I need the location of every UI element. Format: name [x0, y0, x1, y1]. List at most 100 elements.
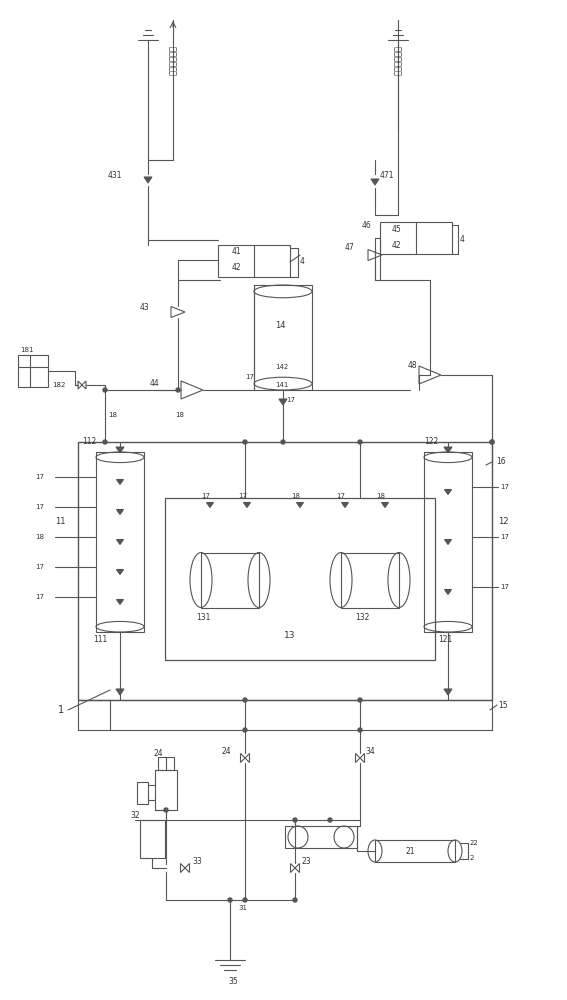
Text: 471: 471 — [380, 170, 395, 180]
Bar — [96, 452, 144, 632]
Circle shape — [490, 440, 494, 444]
Polygon shape — [206, 502, 214, 508]
Circle shape — [243, 898, 247, 902]
Text: 18: 18 — [376, 493, 386, 499]
Text: 43: 43 — [140, 302, 150, 312]
Text: 32: 32 — [130, 810, 139, 820]
Circle shape — [243, 698, 247, 702]
Circle shape — [103, 388, 107, 392]
Text: 21: 21 — [405, 846, 414, 856]
Polygon shape — [116, 570, 124, 574]
Text: 1: 1 — [58, 705, 64, 715]
Text: 47: 47 — [345, 243, 355, 252]
Bar — [380, 222, 452, 254]
Circle shape — [328, 818, 332, 822]
Text: 第一模拟气井: 第一模拟气井 — [168, 45, 177, 75]
Text: 17: 17 — [201, 493, 210, 499]
Text: 17: 17 — [336, 493, 345, 499]
Polygon shape — [116, 689, 124, 695]
Polygon shape — [279, 399, 287, 405]
Bar — [158, 757, 174, 770]
Text: 23: 23 — [302, 857, 312, 866]
Text: 121: 121 — [438, 636, 452, 645]
Text: 181: 181 — [20, 347, 33, 353]
Circle shape — [243, 728, 247, 732]
Polygon shape — [382, 502, 388, 508]
Text: 111: 111 — [93, 636, 107, 645]
Polygon shape — [116, 510, 124, 514]
Bar — [218, 245, 290, 277]
Text: 4: 4 — [460, 235, 465, 244]
Text: 14: 14 — [275, 320, 286, 330]
Text: 17: 17 — [286, 397, 295, 403]
Bar — [137, 782, 148, 804]
Polygon shape — [445, 589, 451, 594]
Circle shape — [103, 440, 107, 444]
Text: 16: 16 — [496, 458, 506, 466]
Text: 17: 17 — [35, 564, 44, 570]
Bar — [375, 840, 455, 862]
Text: 42: 42 — [391, 241, 401, 250]
Polygon shape — [144, 177, 152, 183]
Text: 131: 131 — [196, 613, 210, 622]
Text: 15: 15 — [498, 700, 507, 710]
Polygon shape — [341, 502, 349, 508]
Polygon shape — [243, 502, 251, 508]
Bar — [140, 820, 165, 858]
Polygon shape — [444, 447, 452, 453]
Text: 17: 17 — [35, 594, 44, 600]
Polygon shape — [445, 489, 451, 494]
Circle shape — [281, 440, 285, 444]
Bar — [155, 770, 177, 810]
Text: 24: 24 — [153, 748, 163, 758]
Bar — [424, 452, 472, 632]
Text: 142: 142 — [275, 364, 288, 370]
Bar — [201, 552, 259, 607]
Bar — [254, 285, 312, 390]
Polygon shape — [371, 179, 379, 185]
Circle shape — [228, 898, 232, 902]
Bar — [165, 498, 435, 660]
Text: 141: 141 — [275, 382, 289, 388]
Polygon shape — [116, 480, 124, 485]
Bar — [285, 826, 357, 848]
Text: 22: 22 — [470, 840, 479, 846]
Text: 31: 31 — [238, 905, 247, 911]
Text: 112: 112 — [82, 438, 96, 446]
Polygon shape — [116, 540, 124, 544]
Circle shape — [293, 898, 297, 902]
Text: 17: 17 — [245, 374, 254, 380]
Circle shape — [293, 818, 297, 822]
Circle shape — [358, 728, 362, 732]
Text: 4: 4 — [300, 257, 305, 266]
Bar — [18, 355, 48, 387]
Bar — [78, 442, 492, 700]
Text: 18: 18 — [35, 534, 44, 540]
Text: 24: 24 — [222, 748, 232, 756]
Text: 13: 13 — [284, 631, 296, 640]
Text: 132: 132 — [355, 613, 369, 622]
Polygon shape — [297, 502, 303, 508]
Circle shape — [490, 440, 494, 444]
Text: 2: 2 — [470, 855, 475, 861]
Circle shape — [176, 388, 180, 392]
Circle shape — [358, 440, 362, 444]
Text: 17: 17 — [239, 493, 248, 499]
Text: 44: 44 — [150, 378, 160, 387]
Polygon shape — [444, 689, 452, 695]
Polygon shape — [116, 447, 124, 453]
Text: 17: 17 — [500, 534, 509, 540]
Text: 48: 48 — [408, 360, 418, 369]
Text: 42: 42 — [231, 263, 241, 272]
Circle shape — [243, 440, 247, 444]
Text: 431: 431 — [108, 170, 122, 180]
Polygon shape — [445, 540, 451, 544]
Text: 122: 122 — [424, 438, 438, 446]
Circle shape — [164, 808, 168, 812]
Text: 18: 18 — [108, 412, 117, 418]
Text: 11: 11 — [55, 518, 66, 526]
Text: 18: 18 — [175, 412, 184, 418]
Text: 17: 17 — [500, 584, 509, 590]
Circle shape — [358, 698, 362, 702]
Text: 17: 17 — [500, 484, 509, 490]
